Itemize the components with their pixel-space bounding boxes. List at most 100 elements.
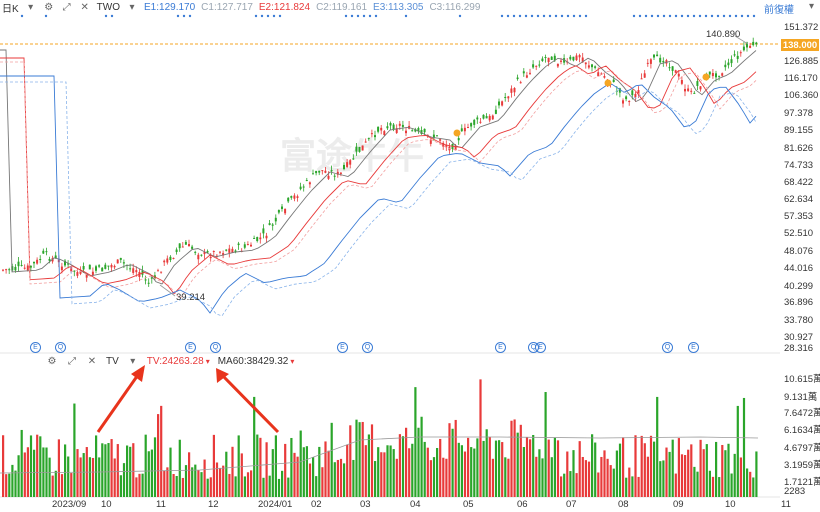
event-dot	[692, 14, 696, 18]
event-mark-icon[interactable]: Q	[55, 342, 66, 353]
candle-body	[54, 255, 57, 259]
volume-bar	[746, 468, 749, 497]
event-mark-icon[interactable]: Q	[210, 342, 221, 353]
candle-body	[51, 258, 54, 262]
event-mark-icon[interactable]: E	[185, 342, 196, 353]
candle-body	[649, 59, 652, 64]
volume-bar	[39, 436, 42, 497]
volume-bar	[690, 444, 693, 497]
volume-bar	[51, 475, 54, 497]
candle-body	[597, 72, 600, 77]
volume-bar	[541, 458, 544, 497]
volume-bar	[265, 442, 268, 497]
event-dot	[584, 14, 588, 18]
candle-body	[308, 182, 311, 185]
candle-body	[209, 256, 212, 259]
ma-line-red-dashed	[0, 61, 757, 300]
candle-body	[243, 244, 246, 248]
adjust-selector[interactable]: 前復權	[764, 5, 794, 16]
volume-bar	[175, 476, 178, 497]
time-tick-label: 07	[566, 499, 577, 510]
chevron-down-icon[interactable]: ▾	[808, 1, 814, 12]
event-mark-icon[interactable]: Q	[362, 342, 373, 353]
event-mark-icon[interactable]: Q	[662, 342, 673, 353]
event-dot	[176, 14, 180, 18]
volume-bar	[612, 468, 615, 497]
volume-bar	[271, 449, 274, 497]
gear-icon[interactable]: ⚙	[44, 1, 54, 13]
volume-bar	[488, 437, 491, 497]
volume-bar	[209, 477, 212, 497]
candle-body	[680, 80, 683, 84]
event-dot	[572, 14, 576, 18]
candle-body	[653, 54, 655, 58]
volume-bar	[578, 441, 581, 497]
volume-bar	[597, 472, 600, 497]
volume-bar	[29, 435, 33, 497]
event-mark-icon[interactable]: E	[535, 342, 546, 353]
volume-bar	[194, 464, 197, 497]
chevron-down-icon[interactable]: ▾	[28, 1, 34, 13]
signal-marker	[604, 79, 612, 87]
volume-bar	[113, 458, 116, 497]
volume-bar	[5, 474, 8, 497]
volume-indicator-name[interactable]: TV	[106, 356, 119, 367]
volume-bar	[203, 459, 206, 497]
volume-bar	[457, 442, 460, 497]
candle-body	[5, 269, 8, 271]
candle-body	[634, 93, 637, 98]
event-dot	[500, 14, 504, 18]
volume-bar	[721, 444, 724, 497]
volume-bar	[327, 450, 330, 497]
gear-icon[interactable]: ⚙	[47, 356, 57, 367]
toolbar: 日K ▾ ⚙ ⤢ ✕ TWO ▾ E1:129.170 C1:127.717 E…	[0, 0, 820, 15]
candle-body	[439, 139, 442, 141]
candle-body	[361, 145, 364, 151]
volume-bar	[494, 440, 498, 497]
candle-body	[541, 58, 544, 62]
interval-selector[interactable]: 日K	[2, 3, 19, 15]
candle-body	[547, 57, 550, 63]
volume-bar	[178, 439, 181, 497]
event-mark-icon[interactable]: E	[688, 342, 699, 353]
volume-bar	[268, 475, 271, 497]
time-tick-label: 11	[781, 499, 791, 510]
indicator-symbol[interactable]: TWO	[96, 1, 120, 13]
chevron-down-icon[interactable]: ▾	[290, 357, 295, 366]
time-tick-label: 09	[673, 499, 684, 510]
volume-bar	[95, 435, 98, 497]
candle-body	[721, 73, 724, 76]
e1-value: E1:129.170	[144, 1, 196, 13]
candle-body	[274, 217, 277, 222]
volume-bar	[718, 477, 721, 497]
candle-body	[132, 268, 135, 273]
event-mark-icon[interactable]: E	[495, 342, 506, 353]
event-mark-icon[interactable]: E	[337, 342, 348, 353]
volume-bar	[426, 447, 429, 497]
volume-bar	[529, 439, 532, 497]
volume-bar	[656, 396, 659, 497]
ma60-value: MA60:38429.32	[217, 356, 289, 367]
volume-bar	[606, 458, 609, 497]
candle-body	[250, 244, 252, 247]
candle-body	[219, 251, 221, 253]
volume-bar	[708, 470, 711, 497]
volume-bar	[119, 475, 122, 497]
close-icon[interactable]: ✕	[87, 356, 97, 367]
event-mark-icon[interactable]: E	[30, 342, 41, 353]
event-dot	[518, 14, 522, 18]
expand-icon[interactable]: ⤢	[62, 1, 71, 13]
event-dot	[350, 14, 354, 18]
close-icon[interactable]: ✕	[80, 1, 89, 13]
chevron-down-icon[interactable]: ▾	[129, 1, 135, 13]
volume-bar	[370, 424, 374, 497]
expand-icon[interactable]: ⤢	[68, 356, 76, 367]
c2-value: C2:119.161	[316, 1, 368, 13]
chevron-down-icon[interactable]: ▾	[205, 357, 210, 366]
candle-body	[135, 270, 138, 273]
candle-body	[727, 62, 730, 66]
volume-bar	[380, 452, 383, 497]
chevron-down-icon[interactable]: ▾	[130, 356, 136, 367]
time-tick-label: 2024/01	[258, 499, 293, 510]
volume-bar	[628, 467, 631, 497]
